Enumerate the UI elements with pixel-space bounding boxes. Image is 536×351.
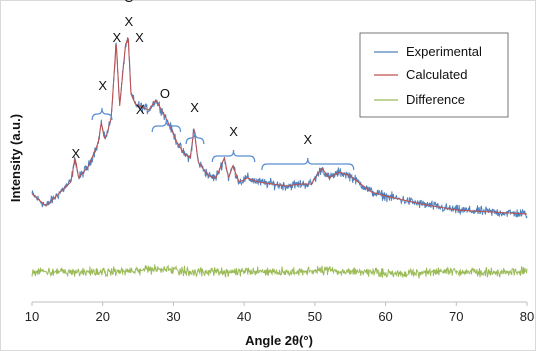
peak-annotation: O (160, 86, 170, 101)
y-axis-title: Intensity (a.u.) (8, 114, 23, 202)
peak-bracket (211, 149, 256, 163)
legend-label-experimental: Experimental (406, 44, 482, 59)
peak-annotation: X (229, 124, 238, 139)
peak-bracket (151, 119, 182, 133)
x-tick-label: 80 (520, 309, 534, 324)
series-line-calculated (31, 37, 528, 215)
x-tick-label: 40 (237, 309, 251, 324)
legend: Experimental Calculated Difference (359, 32, 509, 118)
x-tick-label: 50 (308, 309, 322, 324)
peak-bracket (91, 107, 113, 121)
peak-bracket (261, 157, 355, 171)
peak-annotation: O (124, 0, 134, 5)
legend-label-difference: Difference (406, 92, 465, 107)
peak-annotation: X (136, 102, 145, 117)
peak-annotation: X (303, 132, 312, 147)
peak-bracket (185, 131, 205, 145)
x-tick-label: 10 (25, 309, 39, 324)
x-axis-title: Angle 2θ(°) (245, 333, 313, 348)
x-tick-label: 20 (95, 309, 109, 324)
series-line-difference (31, 264, 528, 279)
x-tick-label: 60 (378, 309, 392, 324)
x-tick-label: 70 (449, 309, 463, 324)
legend-label-calculated: Calculated (406, 67, 467, 82)
peak-annotation: X (135, 30, 144, 45)
peak-annotation: X (113, 30, 122, 45)
peak-annotation: X (72, 146, 81, 161)
peak-annotation: X (98, 78, 107, 93)
peak-annotation: X (190, 100, 199, 115)
peak-annotation: X (125, 14, 134, 29)
x-tick-label: 30 (166, 309, 180, 324)
